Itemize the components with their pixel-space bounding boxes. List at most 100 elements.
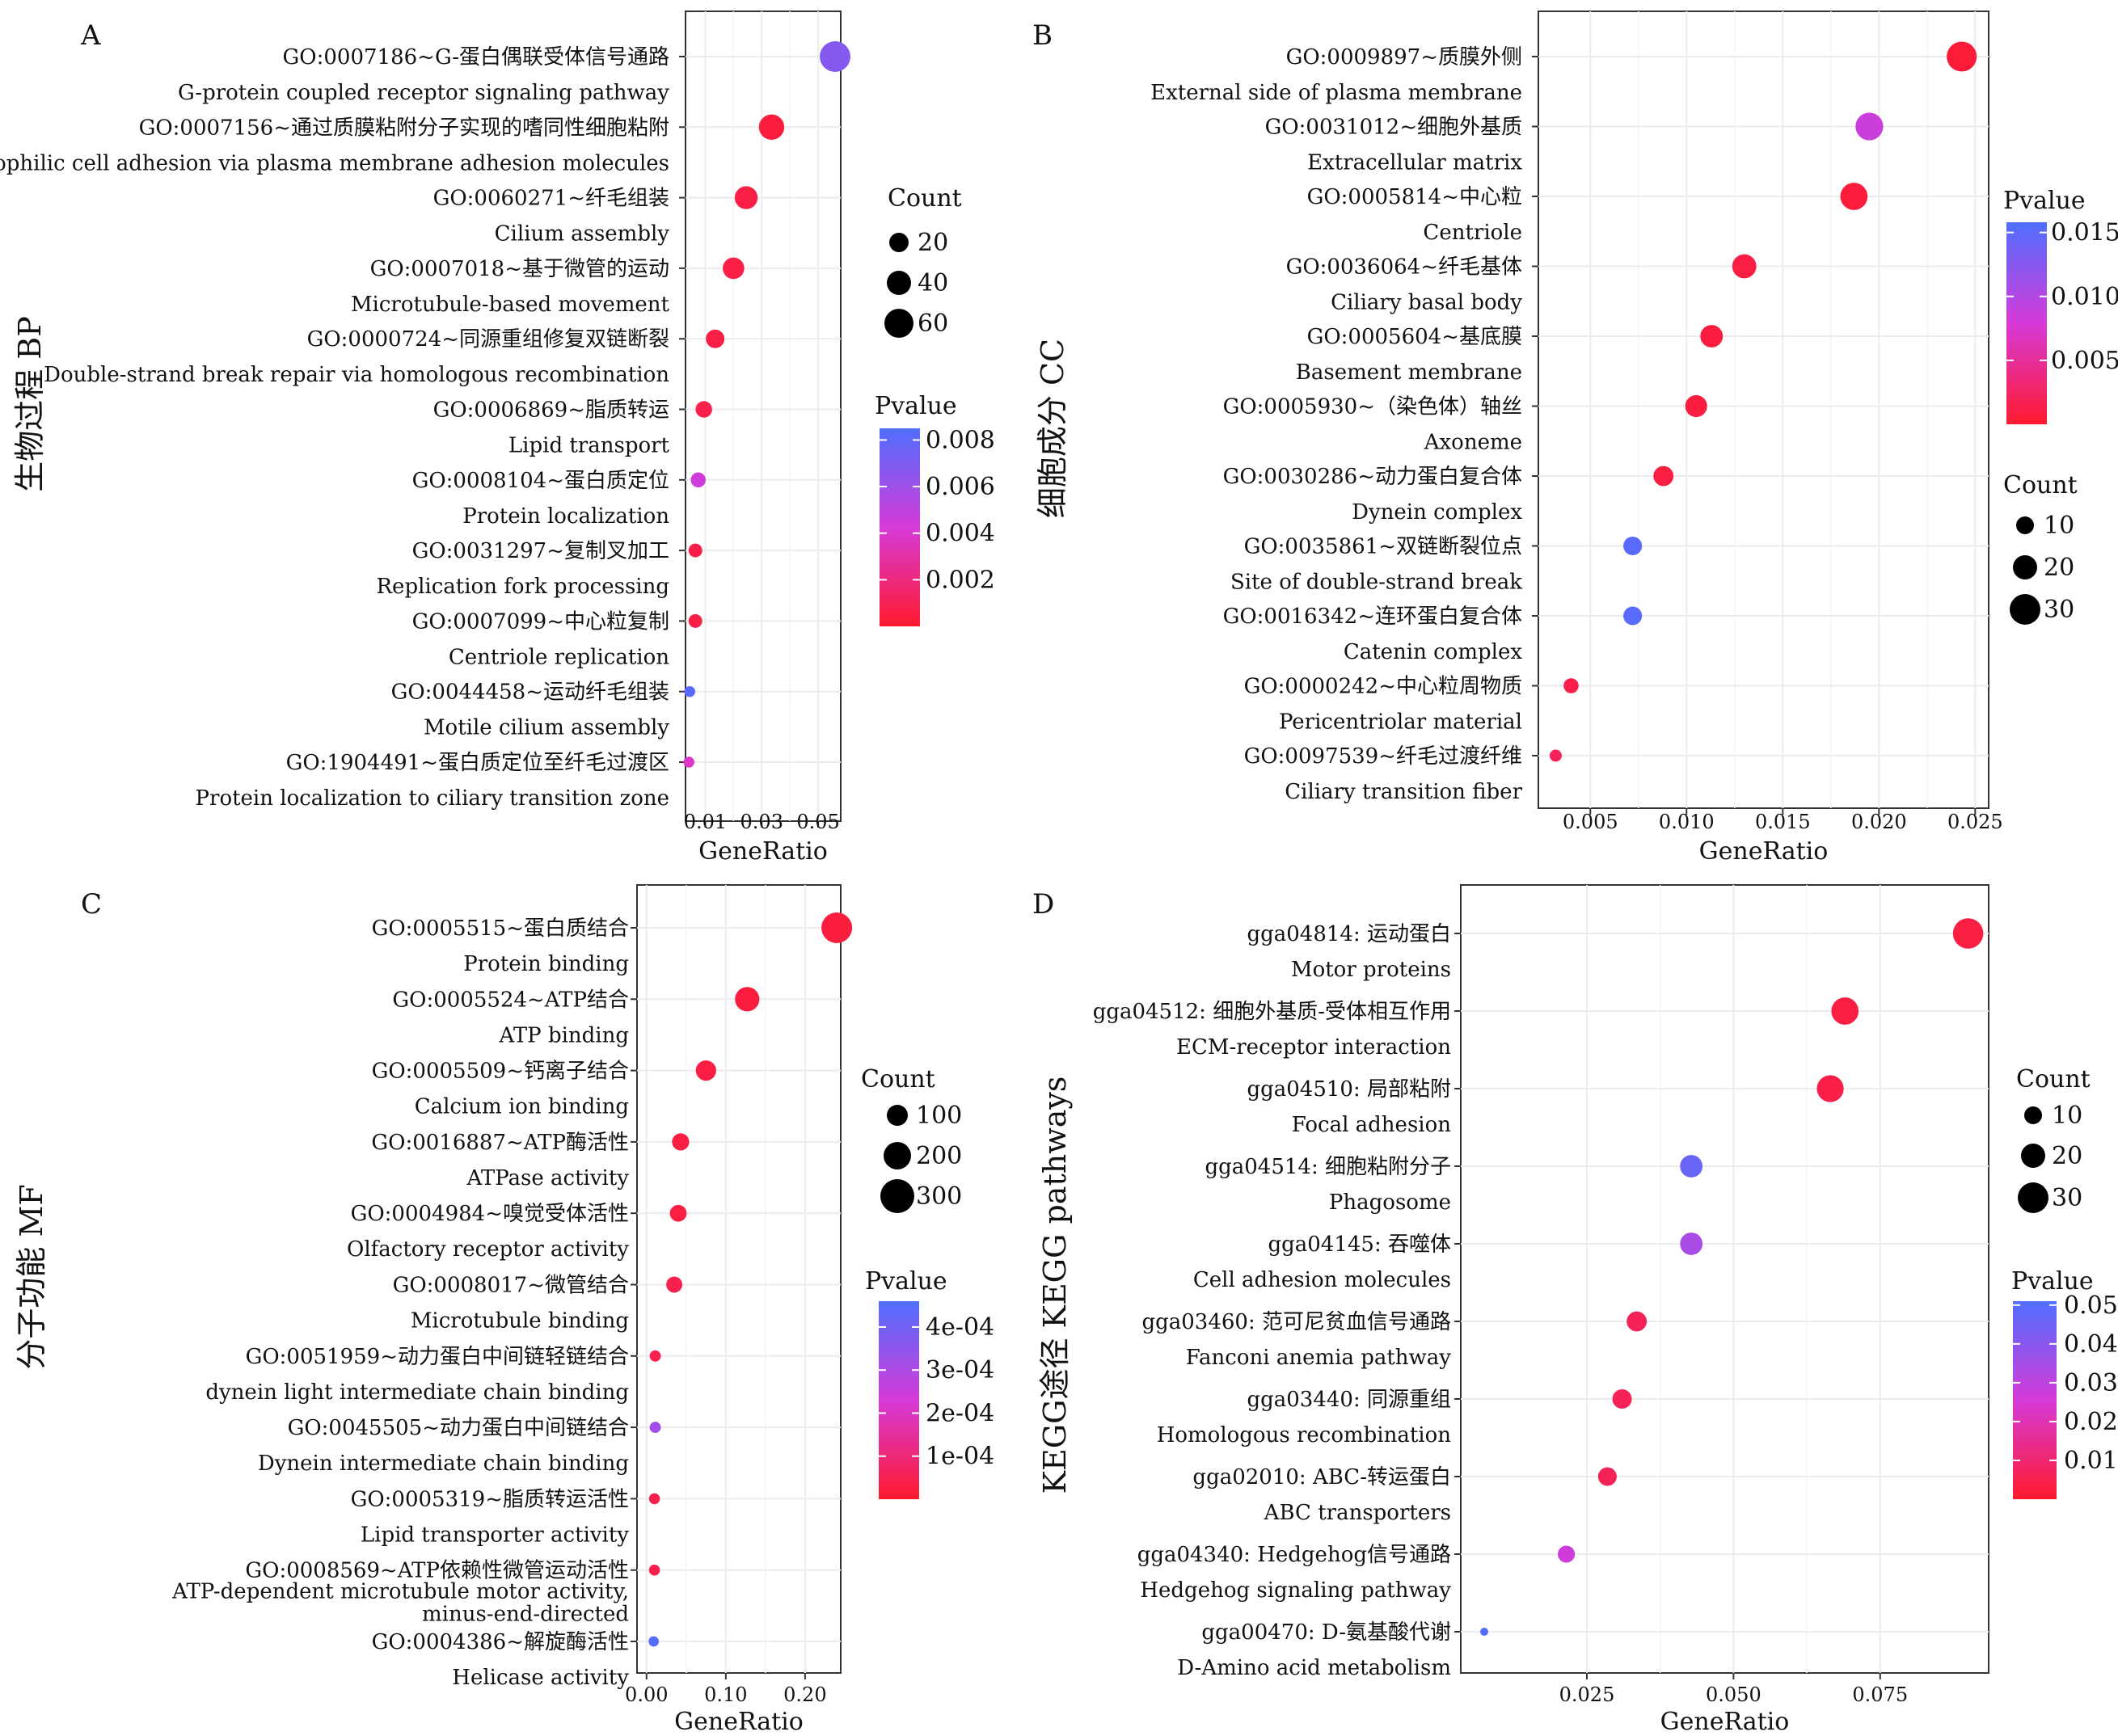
data-point bbox=[820, 41, 850, 72]
x-tick-label: 0.025 bbox=[1559, 1683, 1615, 1706]
data-point bbox=[1598, 1467, 1617, 1485]
panel-a: A 生物过程 BP 0.01 0.03 0.05 GO:0007186~G-蛋白偶联受体信… bbox=[0, 11, 995, 866]
term-id-label: gga00470: D-氨基酸代谢 bbox=[1201, 1620, 1451, 1645]
data-point bbox=[649, 1494, 660, 1505]
term-name-label: ATP binding bbox=[498, 1023, 629, 1047]
term-id-label: gga04145: 吞噬体 bbox=[1268, 1232, 1451, 1257]
data-point bbox=[650, 1422, 661, 1433]
term-name-label: Fanconi anemia pathway bbox=[1186, 1346, 1452, 1370]
x-tick-label: 0.025 bbox=[1947, 811, 2003, 833]
pvalue-legend-label: 0.002 bbox=[926, 566, 995, 594]
x-tick-label: 0.005 bbox=[1563, 811, 1618, 833]
term-name-label: Focal adhesion bbox=[1292, 1113, 1452, 1137]
term-id-label: GO:0097539~纤毛过渡纤维 bbox=[1244, 744, 1522, 769]
pvalue-legend: Pvalue0.0150.0100.005 bbox=[2003, 187, 2118, 424]
x-tick-label: 0.03 bbox=[740, 811, 783, 833]
x-tick-label: 0.020 bbox=[1851, 811, 1907, 833]
data-point bbox=[1732, 255, 1757, 279]
count-legend-dot bbox=[887, 271, 911, 295]
pvalue-legend-label: 0.05 bbox=[2064, 1291, 2118, 1320]
count-legend-dot bbox=[2013, 555, 2037, 579]
term-name-label: ATPase activity bbox=[466, 1166, 630, 1190]
term-name-label: Homologous recombination bbox=[1157, 1423, 1452, 1447]
term-id-label: GO:0007186~G-蛋白偶联受体信号通路 bbox=[283, 45, 669, 70]
count-legend-title: Count bbox=[888, 184, 962, 213]
count-legend-label: 20 bbox=[2044, 554, 2074, 582]
data-point bbox=[666, 1277, 682, 1293]
data-point bbox=[648, 1637, 659, 1647]
count-legend-label: 20 bbox=[2052, 1142, 2082, 1170]
term-name-label: Motile cilium assembly bbox=[424, 716, 669, 740]
term-name-label: ECM-receptor interaction bbox=[1176, 1035, 1451, 1060]
pvalue-legend-title: Pvalue bbox=[875, 392, 957, 420]
panel-letter: C bbox=[81, 888, 102, 921]
data-point bbox=[821, 912, 852, 943]
term-id-label: gga02010: ABC-转运蛋白 bbox=[1192, 1465, 1451, 1490]
term-name-label: Centriole bbox=[1423, 221, 1522, 245]
pvalue-legend-label: 1e-04 bbox=[926, 1443, 994, 1471]
pvalue-legend-label: 0.008 bbox=[926, 426, 995, 454]
term-name-line: ATP-dependent microtubule motor activity… bbox=[171, 1580, 629, 1604]
x-axis-label: GeneRatio bbox=[1660, 1708, 1790, 1736]
data-point bbox=[690, 473, 706, 488]
term-name-label: Ciliary basal body bbox=[1331, 291, 1522, 315]
pvalue-legend-label: 0.005 bbox=[2051, 347, 2118, 375]
pvalue-legend-label: 0.03 bbox=[2064, 1369, 2118, 1397]
data-point bbox=[1947, 41, 1977, 71]
term-name-label: Cell adhesion molecules bbox=[1193, 1268, 1451, 1292]
term-name-label: dynein light intermediate chain binding bbox=[205, 1380, 629, 1405]
panel-d: D KEGG途径 KEGG pathways 0.025 0.050 0.075 gga0… bbox=[1032, 885, 2118, 1736]
term-name-label: ATP-dependent microtubule motor activity… bbox=[171, 1580, 629, 1627]
panel-side-title: 细胞成分 CC bbox=[1035, 339, 1070, 518]
term-id-label: GO:0060271~纤毛组装 bbox=[433, 187, 669, 211]
term-id-label: gga04512: 细胞外基质-受体相互作用 bbox=[1093, 1000, 1451, 1024]
x-axis-label: GeneRatio bbox=[698, 837, 828, 866]
data-point bbox=[759, 115, 784, 140]
term-name-label: Cilium assembly bbox=[495, 222, 670, 246]
data-point bbox=[672, 1133, 689, 1150]
data-point bbox=[1953, 918, 1984, 949]
pvalue-legend: Pvalue 0.008 0.006 0.004 0.002 bbox=[875, 392, 995, 626]
panel-letter: D bbox=[1032, 888, 1054, 921]
data-point bbox=[1700, 325, 1723, 348]
term-id-label: GO:0007018~基于微管的运动 bbox=[370, 257, 669, 281]
count-legend-label: 20 bbox=[918, 229, 948, 257]
count-legend-dot bbox=[887, 1105, 908, 1126]
term-id-label: GO:0005319~脂质转运活性 bbox=[351, 1487, 629, 1511]
term-name-label: Protein localization to ciliary transiti… bbox=[196, 786, 669, 811]
count-legend-label: 10 bbox=[2052, 1102, 2082, 1130]
data-point bbox=[735, 987, 759, 1011]
term-id-label: GO:0035861~双链断裂位点 bbox=[1244, 535, 1522, 559]
pvalue-legend-label: 0.010 bbox=[2051, 283, 2118, 311]
count-legend-dot bbox=[884, 309, 913, 338]
pvalue-colorbar bbox=[2006, 222, 2047, 424]
data-point bbox=[689, 614, 702, 628]
pvalue-legend: Pvalue4e-043e-042e-041e-04 bbox=[865, 1267, 994, 1499]
data-point bbox=[735, 186, 757, 209]
data-point bbox=[1855, 112, 1883, 140]
data-point bbox=[1558, 1545, 1575, 1562]
term-name-label: Motor proteins bbox=[1291, 958, 1451, 982]
data-point bbox=[649, 1565, 660, 1576]
term-id-label: GO:0004984~嗅觉受体活性 bbox=[351, 1202, 629, 1226]
data-point bbox=[1686, 395, 1707, 417]
term-id-label: gga03460: 范可尼贫血信号通路 bbox=[1141, 1310, 1451, 1334]
x-tick-label: 0.015 bbox=[1755, 811, 1811, 833]
count-legend: Count 10 20 30 bbox=[2003, 471, 2078, 625]
count-legend-dot bbox=[2024, 1106, 2042, 1124]
panel-c: C 分子功能 MF 0.00 0.10 0.20 GO:0005515~蛋白质结合 Prot… bbox=[14, 885, 994, 1736]
count-legend-title: Count bbox=[2016, 1065, 2091, 1093]
term-id-label: GO:0030286~动力蛋白复合体 bbox=[1223, 465, 1522, 489]
term-id-label: GO:0051959~动力蛋白中间链轻链结合 bbox=[246, 1345, 629, 1369]
count-legend: Count100200300 bbox=[861, 1065, 962, 1213]
term-name-label: Olfactory receptor activity bbox=[347, 1237, 629, 1262]
count-legend-dot bbox=[889, 233, 909, 252]
count-legend-dot bbox=[2018, 1182, 2048, 1213]
term-id-label: GO:0007099~中心粒复制 bbox=[412, 609, 669, 634]
term-id-label: GO:0009897~质膜外侧 bbox=[1286, 45, 1522, 70]
data-point bbox=[1563, 678, 1579, 693]
term-name-label: Protein localization bbox=[462, 504, 669, 529]
term-id-label: GO:0004386~解旋酶活性 bbox=[372, 1630, 629, 1654]
term-name-label: Helicase activity bbox=[452, 1666, 629, 1690]
term-name-label: Basement membrane bbox=[1296, 360, 1522, 385]
